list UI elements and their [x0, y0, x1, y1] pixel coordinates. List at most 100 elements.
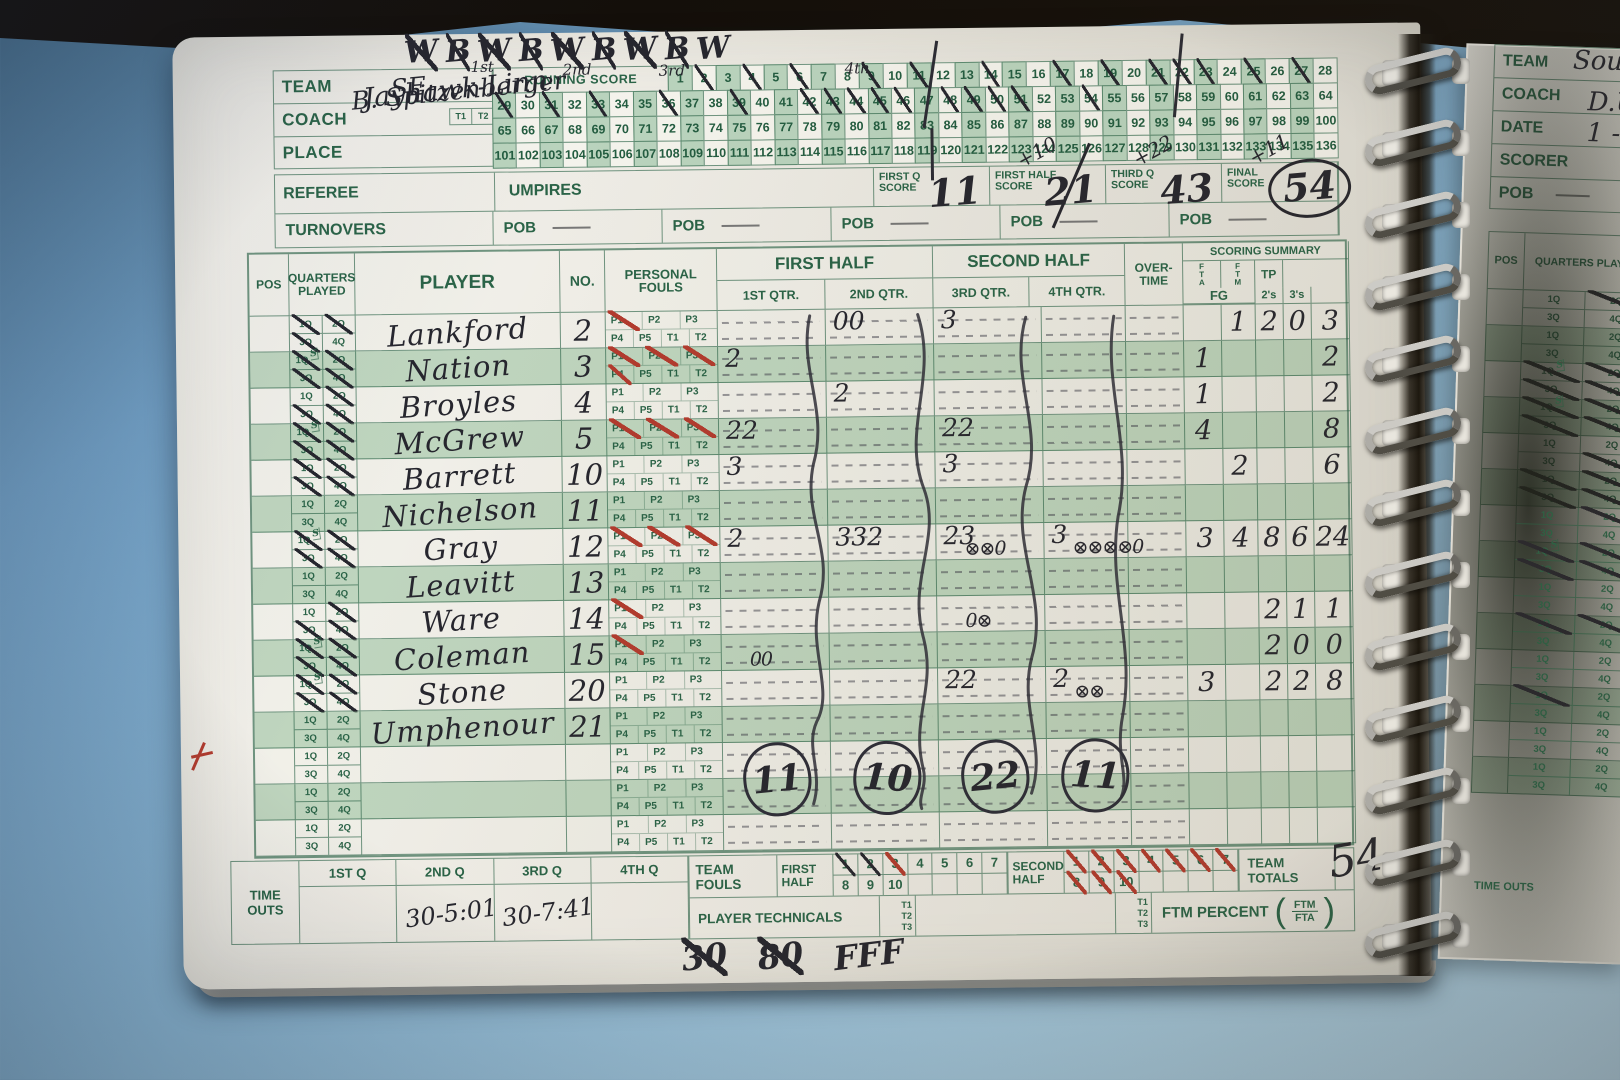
player-number: 13	[567, 564, 605, 600]
tp-value: 3	[1321, 305, 1340, 337]
q2-header: 2ND QTR.	[849, 286, 909, 301]
running-score-cell: 108	[656, 140, 682, 167]
running-score-cell: 96	[1219, 108, 1245, 135]
fta-value	[1260, 736, 1290, 773]
running-score-cell: 79	[820, 113, 846, 140]
punch-hole	[1382, 924, 1400, 950]
player-number: 12	[566, 528, 605, 564]
personal-fouls-cell: P1 P2 P3 P4 P5 T1 T2	[609, 634, 723, 673]
quarter-box: 1Q	[294, 747, 328, 766]
running-score-cell: 78	[797, 113, 823, 141]
possession-letter: B	[443, 33, 472, 71]
foul-box: P4	[607, 438, 636, 456]
punch-hole	[1452, 346, 1470, 372]
quarter-score-cell: 3 ⊗⊗⊗⊗0	[1044, 520, 1143, 560]
running-score-cell: 110	[703, 139, 729, 167]
twos-value	[1187, 592, 1226, 630]
foul-box: P3	[687, 458, 700, 470]
punch-hole	[1382, 780, 1400, 806]
overtime-cell	[1126, 377, 1185, 415]
fouls-number-row: 8 9 10	[833, 873, 1008, 896]
fouls-row: P1 P2 P3	[605, 311, 717, 331]
running-score-cell: 120	[938, 137, 964, 164]
right-quarter-box: 3Q	[1510, 703, 1573, 723]
right-quarter-box: 1Q	[1511, 649, 1575, 670]
fouls-row: P1 P2 P3	[606, 383, 718, 403]
quarter-box: 4Q	[324, 477, 357, 495]
tp-value: 0	[1325, 629, 1344, 661]
foul-box: P5	[634, 365, 663, 384]
fta-value	[1257, 484, 1287, 521]
quarters-played-cell: 1Q S 2Q 3Q 4Q	[293, 635, 361, 677]
twos-value	[1188, 700, 1227, 738]
quarters-played-cell: 1Q 2Q 3Q 4Q	[295, 783, 362, 821]
pob-line	[1228, 217, 1267, 221]
foul-box: P1	[610, 671, 648, 690]
running-score-cell: 127	[1102, 134, 1128, 162]
timeout-q-label: 4TH Q	[591, 856, 689, 883]
quarter-score-cell	[934, 343, 1043, 381]
foul-box: T1	[666, 725, 695, 743]
quarter-score-cell: 23 ⊗⊗0	[936, 521, 1045, 561]
technicals-t-boxes-2: T1 T2 T3	[1115, 892, 1153, 934]
running-score-cell: 99	[1290, 107, 1315, 135]
punch-hole	[1382, 492, 1400, 518]
running-score-cell: 122	[985, 136, 1011, 163]
free-throws: ⊗⊗⊗⊗0	[1072, 535, 1144, 559]
personal-fouls-cell: P1 P2 P3 P4 P5 T1 T2	[610, 670, 723, 709]
player-number: 11	[566, 492, 604, 528]
ftm-value: 0	[1283, 303, 1313, 341]
running-score-cell: 17	[1049, 60, 1076, 87]
fouls-row: P4 P5 T1 T2	[611, 797, 723, 816]
foul-box: T1	[667, 761, 696, 779]
quarter-score-cell	[723, 813, 833, 851]
quarter-box: 4Q	[324, 441, 357, 459]
fta-value: 2	[1260, 306, 1279, 338]
punch-hole	[1452, 706, 1470, 732]
quarter-score-cell	[1043, 450, 1128, 488]
overtime-cell	[1130, 701, 1189, 738]
fouls-number-row: 8 9 10	[1064, 870, 1239, 893]
fta-value: 2	[1264, 594, 1282, 626]
right-quarter-box: 1Q	[1510, 685, 1574, 706]
quarter-score-cell: 00	[721, 633, 831, 671]
quarter-box: 3Q	[295, 765, 328, 784]
possession-letter: B	[516, 32, 545, 70]
tp-header: TP	[1255, 260, 1284, 288]
twos-value	[1185, 448, 1224, 486]
foul-box: P4	[610, 690, 639, 708]
pos-cell	[253, 640, 295, 677]
right-quarter-box: 2Q	[1578, 508, 1620, 528]
second-half-fouls-label: SECOND HALF	[1008, 851, 1065, 894]
fta-value	[1258, 556, 1288, 593]
threes-value: 2	[1231, 450, 1249, 482]
running-score-cell: 34	[609, 91, 635, 118]
foul-box: P1	[607, 491, 646, 510]
quarter-score-cell	[1043, 486, 1129, 524]
quarter-box: 1Q	[292, 567, 326, 586]
free-throws: 0⊗	[965, 609, 992, 633]
foul-box: T2	[698, 620, 711, 632]
quarter-box: 3Q	[295, 801, 329, 820]
twos-value: 1	[1184, 376, 1223, 414]
foul-box: P1	[608, 527, 646, 546]
pos-cell	[253, 604, 294, 641]
running-score-cell: 15	[1002, 61, 1028, 88]
score-box-value: 43	[1158, 164, 1215, 214]
foul-box: P4	[607, 474, 636, 492]
running-score-cell: 89	[1055, 110, 1081, 137]
right-quarter-box: 4Q	[1596, 709, 1610, 721]
running-score-cell: 14	[978, 61, 1004, 88]
quarter-box: 3Q	[292, 549, 326, 568]
quarter-note: 2nd	[562, 60, 592, 79]
punch-hole	[1382, 276, 1400, 302]
team-totals-label: TEAM TOTALS	[1239, 848, 1336, 891]
running-score-cell: 59	[1195, 83, 1221, 111]
player-number: 3	[573, 349, 593, 384]
quarter-box: 2Q	[327, 783, 361, 802]
quarter-score-cell	[829, 632, 938, 670]
quarter-score-cell: 22	[937, 665, 1047, 705]
pob-cell: POB	[662, 207, 832, 243]
player-name: Lankford	[386, 310, 530, 354]
